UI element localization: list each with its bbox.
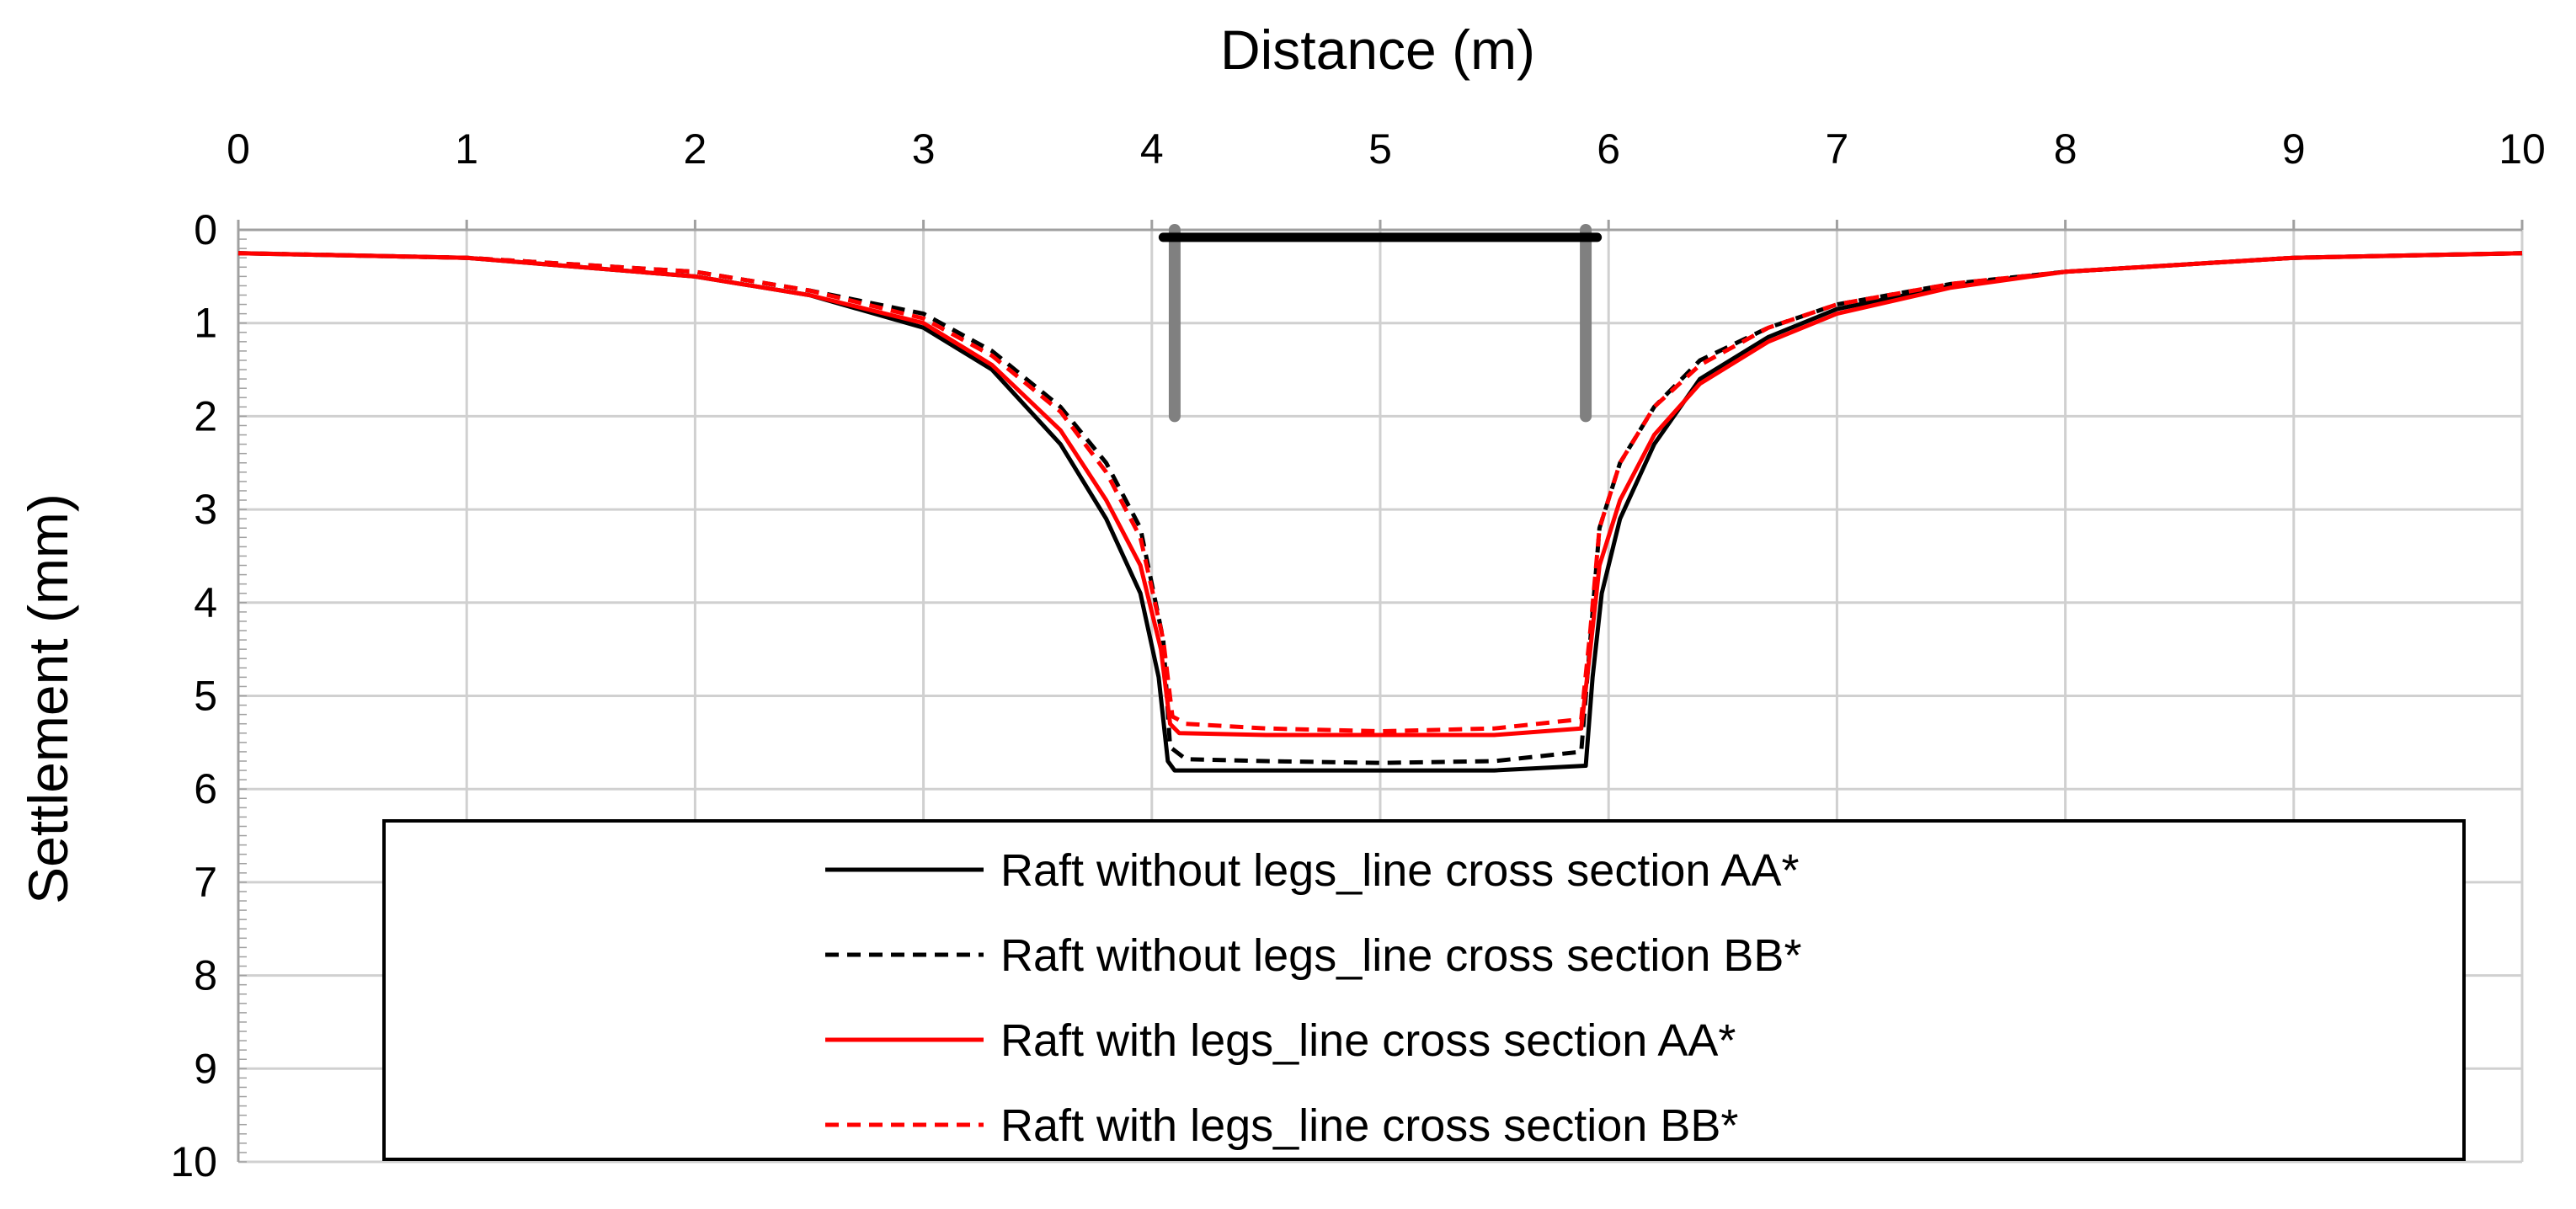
x-tick-label: 9 (2282, 125, 2306, 173)
y-tick-label: 3 (194, 486, 217, 533)
series-line (237, 251, 2523, 734)
legend-label: Raft without legs_line cross section BB* (1000, 930, 1801, 981)
y-tick-label: 5 (194, 673, 217, 720)
x-tick-label: 6 (1597, 125, 1620, 173)
series-line (237, 251, 2523, 738)
y-tick-label: 0 (194, 206, 217, 253)
x-tick-label: 5 (1368, 125, 1392, 173)
x-tick-label: 3 (912, 125, 936, 173)
y-axis-title: Settlement (mm) (17, 493, 79, 904)
y-tick-label: 6 (194, 765, 217, 812)
x-tick-label: 4 (1140, 125, 1164, 173)
x-tick-label: 10 (2499, 125, 2546, 173)
x-tick-label: 1 (455, 125, 478, 173)
legend-label: Raft without legs_line cross section AA* (1000, 845, 1799, 896)
legend-label: Raft with legs_line cross section BB* (1000, 1100, 1738, 1151)
data-series (237, 251, 2523, 773)
axes (237, 220, 2524, 1162)
x-axis-title: Distance (m) (1220, 19, 1535, 81)
y-tick-label: 4 (194, 579, 217, 626)
y-tick-label: 2 (194, 392, 217, 439)
x-tick-label: 7 (1825, 125, 1848, 173)
series-line (237, 251, 2523, 773)
y-tick-label: 9 (194, 1045, 217, 1092)
y-tick-label: 8 (194, 952, 217, 999)
legend-box (382, 819, 2466, 1161)
legend-label: Raft with legs_line cross section AA* (1000, 1015, 1736, 1066)
y-tick-label: 10 (170, 1138, 217, 1185)
raft-schematic (1158, 224, 1603, 423)
legend: Raft without legs_line cross section AA*… (382, 819, 2466, 1161)
x-tick-label: 8 (2054, 125, 2077, 173)
y-tick-label: 1 (194, 300, 217, 347)
y-tick-labels: 0 1 2 3 4 5 6 7 8 9 10 (170, 206, 217, 1185)
x-tick-label: 2 (683, 125, 707, 173)
y-tick-label: 7 (194, 859, 217, 906)
x-tick-labels: 0 1 2 3 4 5 6 7 8 9 10 (227, 125, 2546, 173)
x-tick-label: 0 (227, 125, 250, 173)
y-minor-ticks (238, 229, 247, 1163)
